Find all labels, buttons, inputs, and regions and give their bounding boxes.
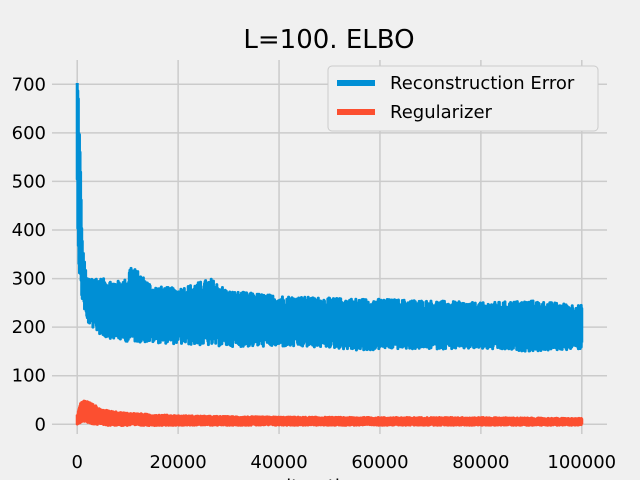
legend: Reconstruction Error Regularizer: [327, 65, 599, 132]
series-line: [75, 82, 584, 353]
series-reconstruction-error: [75, 82, 584, 353]
legend-label-regularizer: Regularizer: [390, 102, 493, 123]
series-regularizer: [75, 399, 584, 428]
axis-ticks: 0 20000 40000 60000 80000 100000 0 100 200 300 400…: [12, 74, 616, 473]
y-tick-label: 100: [12, 366, 46, 387]
x-tick-label: 40000: [250, 452, 307, 473]
legend-label-reconstruction-error: Reconstruction Error: [390, 73, 575, 94]
x-tick-label: 20000: [150, 452, 207, 473]
x-tick-label: 60000: [351, 452, 408, 473]
y-tick-label: 0: [35, 414, 46, 435]
y-tick-label: 300: [12, 269, 46, 290]
x-axis-label: iterations: [286, 476, 371, 480]
legend-frame: [327, 65, 599, 132]
y-tick-label: 700: [12, 74, 46, 95]
x-tick-label: 0: [72, 452, 83, 473]
series: [75, 82, 584, 428]
chart-title: L=100. ELBO: [243, 25, 414, 55]
y-tick-label: 500: [12, 171, 46, 192]
y-tick-label: 600: [12, 123, 46, 144]
y-tick-label: 400: [12, 220, 46, 241]
y-tick-label: 200: [12, 317, 46, 338]
x-tick-label: 80000: [452, 452, 509, 473]
series-line: [75, 399, 584, 428]
x-tick-label: 100000: [547, 452, 616, 473]
